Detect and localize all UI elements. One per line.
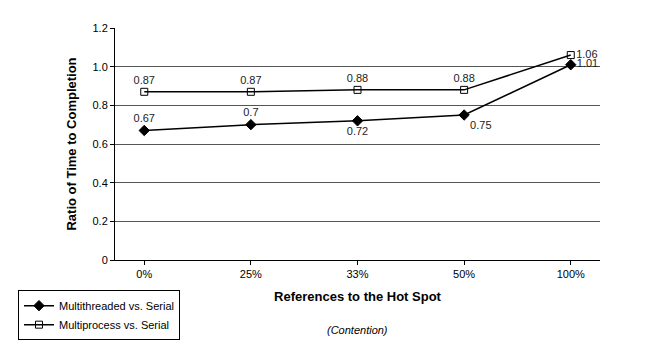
- svg-text:0.4: 0.4: [93, 177, 108, 189]
- svg-text:References to the Hot Spot: References to the Hot Spot: [274, 289, 442, 304]
- svg-text:Multiprocess vs. Serial: Multiprocess vs. Serial: [59, 319, 169, 331]
- svg-text:0.87: 0.87: [240, 74, 261, 86]
- svg-text:25%: 25%: [240, 268, 262, 280]
- svg-text:1.2: 1.2: [93, 22, 108, 34]
- svg-text:0.7: 0.7: [243, 106, 258, 118]
- svg-text:0.2: 0.2: [93, 215, 108, 227]
- svg-text:100%: 100%: [557, 268, 585, 280]
- svg-text:0.72: 0.72: [347, 125, 368, 137]
- svg-text:0%: 0%: [136, 268, 152, 280]
- svg-text:(Contention): (Contention): [327, 324, 388, 336]
- svg-text:0: 0: [102, 254, 108, 266]
- svg-text:Multithreaded vs. Serial: Multithreaded vs. Serial: [59, 300, 174, 312]
- svg-text:0.8: 0.8: [93, 99, 108, 111]
- svg-text:0.88: 0.88: [453, 72, 474, 84]
- svg-text:0.6: 0.6: [93, 138, 108, 150]
- svg-text:1.0: 1.0: [93, 61, 108, 73]
- svg-text:0.87: 0.87: [134, 74, 155, 86]
- svg-text:1.06: 1.06: [576, 48, 597, 60]
- svg-text:0.88: 0.88: [347, 72, 368, 84]
- svg-text:50%: 50%: [453, 268, 475, 280]
- svg-text:Ratio of Time to Completion: Ratio of Time to Completion: [64, 57, 79, 230]
- svg-text:0.75: 0.75: [470, 119, 491, 131]
- svg-text:0.67: 0.67: [134, 112, 155, 124]
- svg-text:1.01: 1.01: [577, 57, 598, 69]
- svg-text:33%: 33%: [346, 268, 368, 280]
